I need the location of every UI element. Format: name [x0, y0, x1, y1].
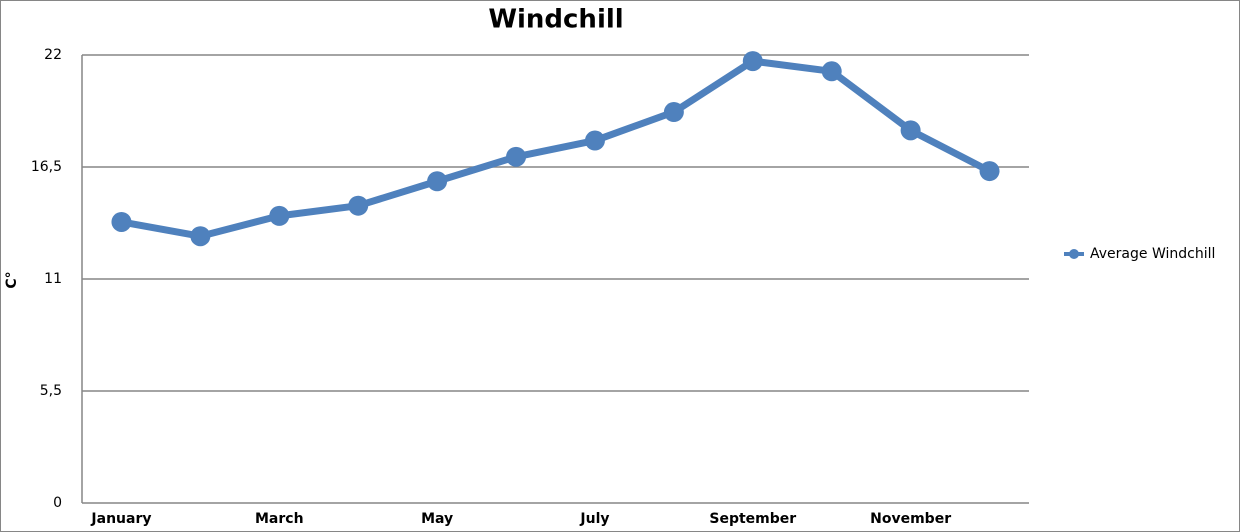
data-point: [663, 102, 684, 123]
x-tick-label: November: [870, 511, 951, 527]
data-point: [190, 226, 211, 247]
data-point: [900, 120, 921, 141]
chart-title: Windchill: [488, 5, 623, 35]
x-tick-label: September: [709, 511, 796, 527]
y-tick-label: 16,5: [31, 159, 62, 175]
x-tick-label: July: [579, 511, 609, 527]
data-point: [584, 130, 605, 151]
x-tick-label: March: [255, 511, 304, 527]
y-tick-label: 5,5: [40, 383, 62, 399]
x-tick-label: May: [421, 511, 453, 527]
data-point: [348, 195, 369, 216]
data-point: [269, 205, 290, 226]
data-point: [742, 51, 763, 72]
data-point: [821, 61, 842, 82]
data-point: [506, 146, 527, 167]
series-line: [120, 57, 992, 240]
x-tick-label: January: [90, 511, 151, 527]
y-tick-label: 22: [44, 47, 62, 63]
legend-label: Average Windchill: [1090, 246, 1215, 262]
data-point: [111, 211, 132, 232]
y-axis-label: C°: [4, 271, 20, 288]
data-point: [427, 171, 448, 192]
y-tick-label: 11: [44, 271, 62, 287]
data-point: [979, 161, 1000, 182]
y-tick-label: 0: [53, 495, 62, 511]
legend-marker: [1069, 249, 1079, 259]
